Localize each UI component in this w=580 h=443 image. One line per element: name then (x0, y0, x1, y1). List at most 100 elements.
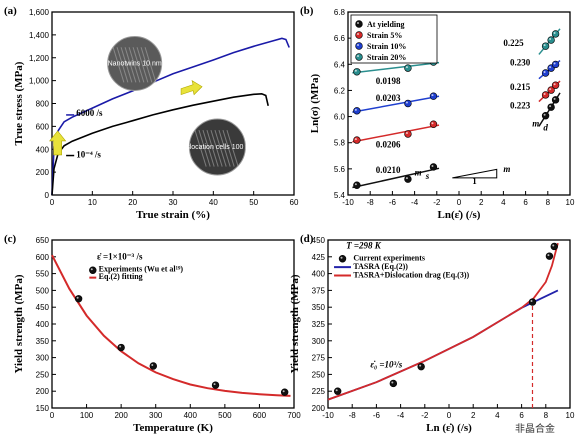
x-tick-label: 100 (80, 411, 94, 420)
x-tick-label: 0 (50, 198, 55, 207)
legend-marker-highlight (357, 55, 359, 57)
x-tick-label: 8 (546, 198, 551, 207)
x-tick-label: 600 (253, 411, 267, 420)
legend-marker (355, 53, 363, 61)
nanotwins-inset (107, 35, 163, 91)
data-point-highlight (553, 97, 556, 100)
nanotwins-inset-texture (116, 47, 129, 83)
data-point-highlight (335, 389, 338, 392)
y-tick-label: 400 (36, 320, 50, 329)
data-point-highlight (549, 88, 552, 91)
x-tick-label: -2 (421, 411, 429, 420)
nanotwins-inset-texture (124, 47, 137, 83)
data-point (429, 120, 438, 128)
x-tick-label: -2 (433, 198, 441, 207)
data-point-highlight (354, 138, 357, 141)
data-point-highlight (405, 66, 408, 69)
x-tick-label: 0 (50, 411, 55, 420)
slope-label: 0.0203 (376, 93, 401, 103)
y-tick-label: 375 (312, 286, 326, 295)
data-point (551, 30, 560, 38)
triangle-1-label: 1 (472, 176, 477, 186)
x-tick-label: 8 (544, 411, 549, 420)
y-tick-label: 450 (36, 303, 50, 312)
legend-marker-highlight (90, 268, 93, 271)
data-point-highlight (553, 83, 556, 86)
legend-label: Strain 5% (367, 31, 402, 40)
panel-c: 0 100 200 300 400 500 600 700 150 200 250 300 350 400… (4, 233, 301, 434)
y-tick-label: 800 (36, 100, 50, 109)
nanotwins-inset-texture (144, 47, 157, 83)
nanotwins-inset-texture (112, 47, 125, 83)
y-tick-label: 1,200 (29, 54, 50, 63)
data-point (404, 99, 412, 108)
y-tick-label: 500 (36, 286, 50, 295)
y-axis-label: Yield strength (MPa) (13, 274, 25, 373)
y-tick-label: 350 (36, 337, 50, 346)
x-tick-label: 4 (495, 411, 500, 420)
yield-arrow (49, 130, 67, 156)
ms-label: m (415, 167, 422, 177)
x-tick-label: 10 (88, 198, 97, 207)
ms-subscript: s (425, 171, 430, 181)
data-point-highlight (549, 38, 552, 41)
data-point (528, 298, 537, 306)
data-point-highlight (553, 62, 556, 65)
data-point (353, 136, 361, 144)
data-point-highlight (354, 69, 357, 72)
nanotwins-inset-texture (132, 47, 145, 83)
fit-curve (51, 254, 291, 397)
legend-marker-highlight (357, 44, 359, 46)
legend-box (350, 14, 438, 64)
data-point (404, 130, 412, 138)
plot-frame (51, 11, 295, 196)
dislocation-cells-inset-label: Dislocation cells 100 nm (180, 144, 256, 151)
y-tick-label: 6.2 (334, 86, 346, 95)
data-point (333, 387, 342, 395)
data-point-highlight (530, 300, 533, 303)
x-tick-label: 10 (566, 411, 575, 420)
data-point (74, 295, 83, 303)
legend-marker (355, 42, 363, 50)
y-tick-label: 600 (36, 122, 50, 131)
legend-label: Strain 10% (367, 42, 406, 51)
legend-label: TASRA+Dislocation drag (Eq.(3)) (353, 270, 469, 279)
data-point-highlight (549, 66, 552, 69)
y-tick-label: 1,400 (29, 31, 50, 40)
data-point (551, 81, 560, 89)
panel-b: -10 -8 -6 -4 -2 0 2 4 6 8 10 5.4 5.6 5.8 6.0 6.2 6.4 6.6 6… (300, 5, 575, 221)
data-point (547, 103, 555, 111)
y-tick-label: 550 (36, 270, 50, 279)
y-tick-label: 350 (312, 303, 326, 312)
x-tick-label: -8 (349, 411, 357, 420)
y-tick-label: 6.6 (334, 34, 346, 43)
data-point (551, 96, 560, 104)
data-point (551, 60, 560, 69)
data-point (550, 242, 558, 251)
md-subscript: d (543, 122, 548, 132)
x-tick-label: -10 (342, 198, 354, 207)
dislocation-cells-inset-texture (194, 130, 207, 167)
x-tick-label: -4 (397, 411, 405, 420)
data-point-highlight (76, 296, 79, 299)
x-tick-label: -4 (411, 198, 419, 207)
fit-line-low (352, 95, 440, 113)
legend-label: Strain 20% (367, 53, 406, 62)
fit-line-low (352, 124, 440, 143)
y-tick-label: 300 (312, 337, 326, 346)
y-tick-label: 325 (312, 320, 326, 329)
y-tick-label: 650 (36, 236, 50, 245)
legend-marker (355, 31, 363, 39)
data-point-highlight (543, 92, 546, 95)
stress-strain-curve (51, 92, 269, 196)
y-tick-label: 250 (36, 370, 50, 379)
x-tick-label: 0 (457, 198, 462, 207)
x-tick-label: -8 (367, 198, 375, 207)
x-tick-label: -6 (373, 411, 381, 420)
legend-label: Experiments (Wu et al¹⁹) (99, 265, 184, 274)
dislocation-cells-inset-texture (222, 130, 235, 167)
y-tick-label: 400 (36, 145, 50, 154)
x-tick-label: 40 (209, 198, 218, 207)
legend-marker (338, 255, 347, 263)
data-point (404, 64, 412, 72)
